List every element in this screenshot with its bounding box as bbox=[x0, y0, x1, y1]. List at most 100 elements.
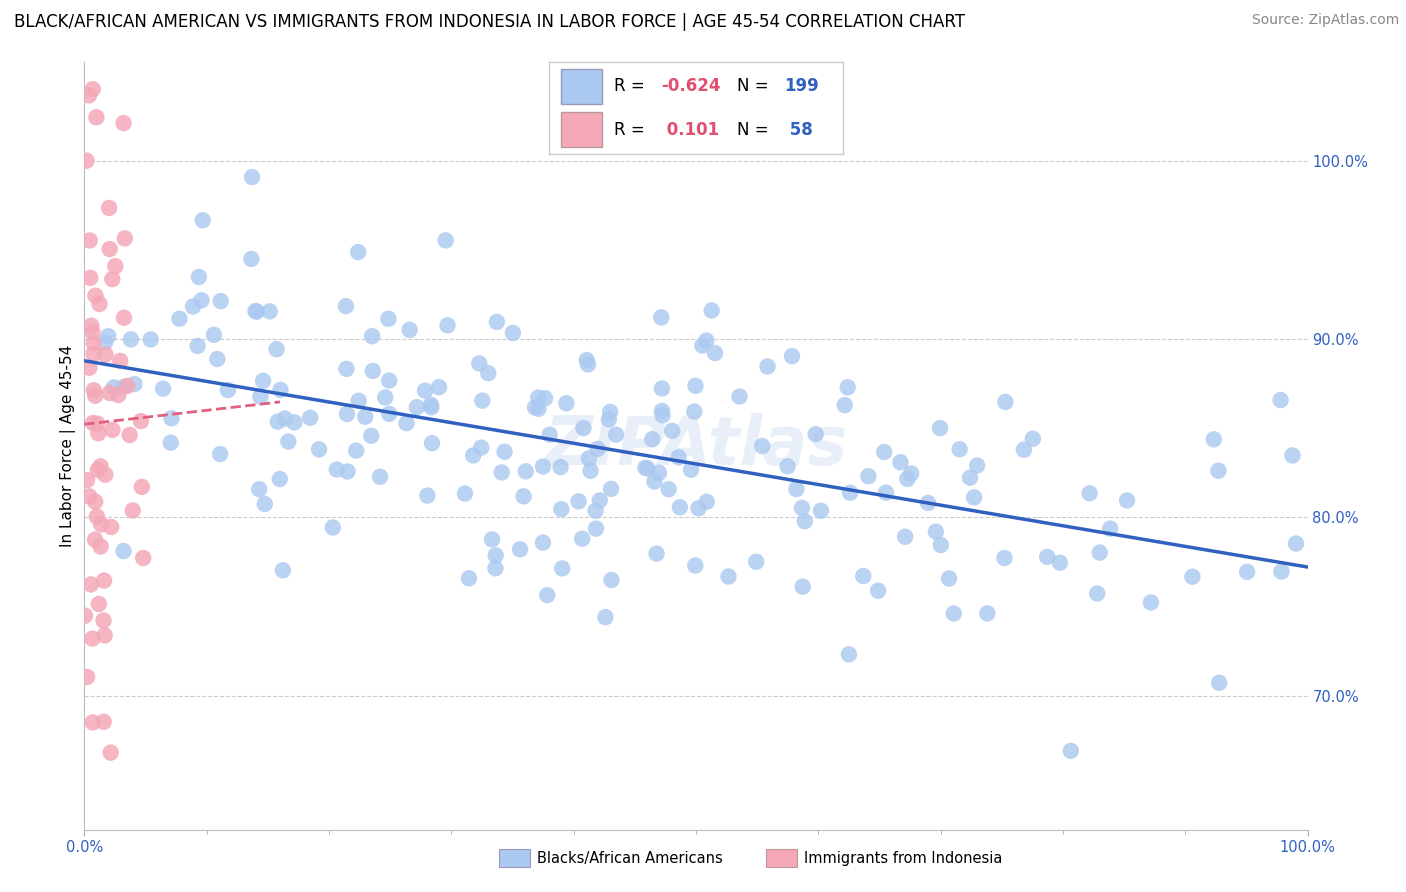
Point bbox=[745, 555, 768, 569]
Point bbox=[434, 234, 457, 248]
Point bbox=[112, 380, 135, 394]
Point bbox=[336, 407, 359, 421]
Point bbox=[572, 421, 595, 435]
Point bbox=[259, 304, 281, 318]
Point bbox=[491, 466, 513, 480]
Point bbox=[84, 533, 107, 547]
Point bbox=[834, 398, 856, 412]
Point bbox=[1285, 536, 1308, 550]
Point bbox=[600, 482, 623, 496]
Point bbox=[527, 391, 550, 405]
Point bbox=[484, 561, 506, 575]
Point bbox=[524, 401, 547, 415]
Point bbox=[994, 395, 1017, 409]
Point bbox=[963, 491, 986, 505]
Point bbox=[585, 504, 607, 518]
Point bbox=[419, 398, 441, 412]
Point bbox=[209, 294, 232, 309]
Point bbox=[586, 442, 609, 456]
Point bbox=[73, 608, 96, 623]
Point bbox=[776, 459, 799, 474]
Point bbox=[76, 473, 98, 487]
Point bbox=[283, 415, 305, 429]
Point bbox=[124, 377, 146, 392]
Point bbox=[245, 304, 267, 318]
Point bbox=[785, 482, 807, 496]
Point bbox=[463, 449, 485, 463]
Point bbox=[395, 416, 418, 430]
Point bbox=[247, 482, 270, 496]
Point bbox=[661, 424, 683, 438]
Point bbox=[595, 610, 617, 624]
Point bbox=[585, 522, 607, 536]
Point bbox=[240, 170, 263, 185]
Point bbox=[398, 323, 420, 337]
Point bbox=[86, 417, 108, 431]
Point bbox=[267, 415, 290, 429]
Point bbox=[650, 310, 672, 325]
Point bbox=[688, 501, 710, 516]
Point bbox=[101, 272, 124, 286]
Point bbox=[83, 336, 105, 351]
Point bbox=[202, 327, 225, 342]
Point bbox=[83, 383, 105, 397]
Point bbox=[668, 450, 690, 465]
Point bbox=[1099, 522, 1122, 536]
Point bbox=[579, 464, 602, 478]
Point bbox=[690, 338, 713, 352]
Point bbox=[253, 497, 276, 511]
Point bbox=[494, 444, 516, 458]
Point bbox=[576, 358, 599, 372]
Point bbox=[1036, 549, 1059, 564]
Point bbox=[269, 383, 291, 397]
Point bbox=[240, 252, 263, 266]
Point bbox=[160, 411, 183, 425]
Point bbox=[368, 470, 391, 484]
Point bbox=[502, 326, 524, 340]
Point bbox=[336, 465, 359, 479]
Point bbox=[94, 347, 117, 361]
Point bbox=[118, 428, 141, 442]
Point bbox=[470, 441, 492, 455]
Point bbox=[420, 436, 443, 450]
Point bbox=[354, 409, 377, 424]
Point bbox=[790, 500, 813, 515]
Point bbox=[685, 379, 707, 393]
Point bbox=[531, 459, 554, 474]
Point bbox=[120, 332, 142, 346]
Point bbox=[485, 549, 508, 563]
Point bbox=[1181, 570, 1204, 584]
Point bbox=[599, 405, 621, 419]
Point bbox=[82, 347, 104, 361]
Point bbox=[651, 382, 673, 396]
Point bbox=[86, 509, 108, 524]
Point bbox=[97, 329, 120, 343]
Point bbox=[335, 299, 357, 313]
Point bbox=[374, 391, 396, 405]
Point bbox=[575, 353, 598, 368]
Point bbox=[80, 318, 103, 333]
Point bbox=[90, 540, 112, 554]
Point bbox=[804, 427, 827, 442]
Point bbox=[481, 533, 503, 547]
Point bbox=[269, 472, 291, 486]
Point bbox=[634, 460, 657, 475]
Point bbox=[598, 412, 620, 426]
Point bbox=[589, 493, 612, 508]
Point bbox=[925, 524, 948, 539]
Point bbox=[1208, 464, 1230, 478]
Point bbox=[98, 201, 121, 215]
Point bbox=[378, 374, 401, 388]
Point bbox=[550, 460, 572, 475]
Point bbox=[129, 414, 152, 428]
Point bbox=[427, 380, 450, 394]
Point bbox=[838, 648, 860, 662]
Point bbox=[683, 404, 706, 418]
Point bbox=[436, 318, 458, 333]
Point bbox=[420, 401, 443, 415]
Point bbox=[93, 614, 115, 628]
Point bbox=[1060, 744, 1083, 758]
Point bbox=[810, 504, 832, 518]
Point bbox=[894, 530, 917, 544]
Point bbox=[76, 670, 98, 684]
